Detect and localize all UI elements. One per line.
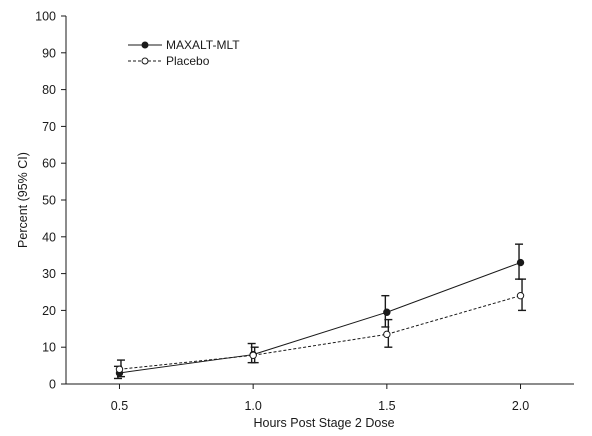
y-tick-label: 100: [35, 10, 56, 24]
data-point: [383, 308, 391, 316]
y-tick-label: 20: [42, 304, 56, 318]
series-line: [119, 295, 521, 370]
y-ticks: 0 10 20 30 40 50 60 70 80 90 100: [35, 10, 66, 392]
x-tick-label: 2.0: [512, 399, 529, 413]
legend-marker-placebo: [141, 57, 149, 65]
y-tick-label: 50: [42, 194, 56, 208]
data-point: [383, 330, 391, 339]
y-tick-label: 80: [42, 83, 56, 97]
data-point: [516, 258, 525, 267]
x-tick-label: 0.5: [111, 399, 128, 413]
x-tick-label: 1.0: [244, 399, 261, 413]
series-layer: [113, 243, 527, 380]
y-axis-label: Percent (95% CI): [16, 152, 30, 248]
legend-label-placebo: Placebo: [166, 54, 210, 68]
series-maxalt-mlt: [113, 243, 525, 380]
data-point: [115, 365, 124, 373]
y-tick-label: 10: [42, 341, 56, 355]
series-placebo: [115, 278, 527, 378]
legend: MAXALT-MLT Placebo: [128, 38, 240, 68]
y-tick-label: 60: [42, 157, 56, 171]
data-point: [249, 351, 257, 359]
y-tick-label: 40: [42, 230, 56, 244]
y-tick-label: 0: [49, 378, 56, 392]
axes: [65, 16, 574, 385]
data-point: [516, 291, 525, 300]
y-tick-label: 30: [42, 267, 56, 281]
x-ticks: 0.5 1.0 1.5 2.0: [111, 384, 529, 413]
y-tick-label: 70: [42, 120, 56, 134]
series-line: [119, 262, 521, 374]
x-tick-label: 1.5: [378, 399, 395, 413]
x-axis-label: Hours Post Stage 2 Dose: [253, 416, 394, 430]
y-tick-label: 90: [42, 46, 56, 60]
legend-label-maxalt: MAXALT-MLT: [166, 38, 240, 52]
legend-marker-maxalt: [141, 41, 149, 49]
